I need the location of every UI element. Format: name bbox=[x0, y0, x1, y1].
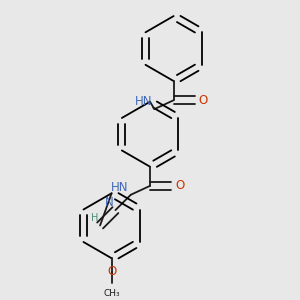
Text: O: O bbox=[175, 179, 184, 192]
Text: CH₃: CH₃ bbox=[103, 289, 120, 298]
Text: H: H bbox=[91, 212, 98, 223]
Text: O: O bbox=[107, 265, 116, 278]
Text: N: N bbox=[105, 196, 114, 209]
Text: HN: HN bbox=[111, 181, 128, 194]
Text: O: O bbox=[199, 94, 208, 107]
Text: HN: HN bbox=[135, 95, 152, 108]
